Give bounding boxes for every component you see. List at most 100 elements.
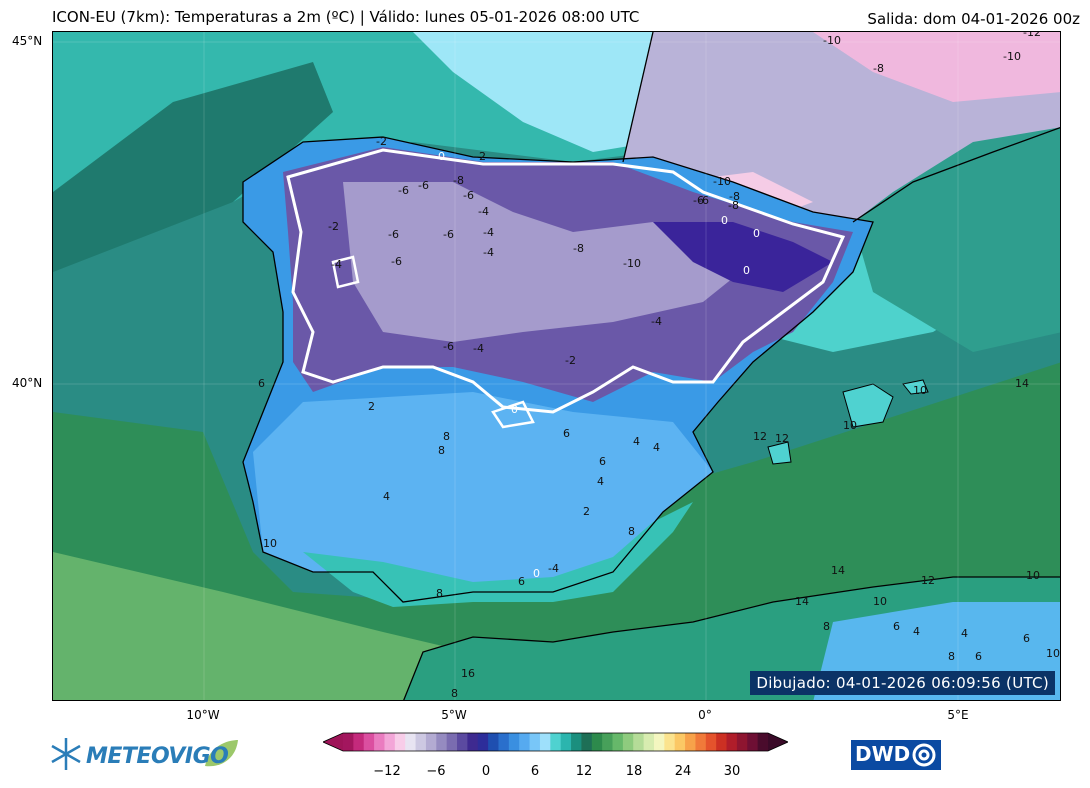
colorbar-cell [716,733,728,751]
contour-label: -4 [473,342,484,355]
colorbar-cells [323,732,788,752]
colorbar-cell [384,733,396,751]
contour-label: 10 [843,419,857,432]
zero-isotherm-pocket-nw [331,255,360,289]
contour-label: 4 [913,625,920,638]
colorbar-cell [560,733,572,751]
meteovigo-wordmark: METEOVIGO [86,744,229,769]
colorbar-cell [550,733,562,751]
contour-label: -4 [483,246,494,259]
colorbar-cell [757,733,769,751]
contour-label: 8 [438,444,445,457]
colorbar-cell [343,733,354,751]
model-run-label: Salida: dom 04-01-2026 00z [867,10,1080,28]
contour-label: 4 [597,475,604,488]
colorbar-extend-low [323,733,343,751]
colorbar-tick: 18 [625,764,643,779]
colorbar-cell [529,733,541,751]
contour-label: -4 [483,226,494,239]
contour-label: 10 [263,537,277,550]
colorbar-cell [747,733,759,751]
dwd-swirl-icon [912,743,936,767]
colorbar-cell [643,733,655,751]
france-coastline [622,32,654,163]
zero-isotherm [286,148,846,414]
colorbar-cell [363,733,375,751]
contour-label: -8 [573,242,584,255]
contour-label: -6 [463,189,474,202]
contour-label: 8 [823,620,830,633]
colorbar-cell [633,733,645,751]
temperature-map: -2 0 -2 -6 -6 -8 -6 -4 -4 -6 -6 -2 -4 -6 -8 -10 -6 -8 0 0 0-… [52,31,1061,701]
contour-label: -10 [713,175,731,188]
lat-label-45n: 45°N [12,34,43,48]
lon-label-5w: 5°W [441,708,467,722]
lat-label-40n: 40°N [12,376,43,390]
contour-label: 10 [1046,647,1060,660]
contour-label: 0 [743,264,750,277]
contour-label: 2 [583,505,590,518]
contour-label: 6 [563,427,570,440]
colorbar-cell [446,733,458,751]
contour-label: 16 [461,667,475,680]
contour-label: -6 [443,340,454,353]
contour-label: 0 [533,567,540,580]
contour-label: 4 [653,441,660,454]
contour-label: 6 [518,575,525,588]
contour-label: 4 [383,490,390,503]
contour-label: -2 [328,220,339,233]
colorbar [323,732,788,752]
colorbar-cell [425,733,437,751]
contour-label: 6 [1023,632,1030,645]
colorbar-cell [612,733,624,751]
contour-label: 0 [438,150,445,163]
island-menorca [902,379,929,395]
colorbar-cell [695,733,707,751]
colorbar-tick: −6 [426,764,446,779]
contour-label: 8 [443,430,450,443]
contour-label: -6 [388,228,399,241]
contour-label: 10 [913,384,927,397]
contour-label: 6 [258,377,265,390]
colorbar-tick: 6 [530,764,540,779]
iberia-coastline [242,136,874,603]
contour-label: 0 [753,227,760,240]
contour-label: 8 [628,525,635,538]
contour-label: 6 [893,620,900,633]
contour-label: 12 [753,430,767,443]
contour-label: 8 [451,687,458,700]
contour-label: 8 [948,650,955,663]
contour-label: -10 [623,257,641,270]
colorbar-cell [653,733,665,751]
contour-label: 8 [436,587,443,600]
lon-label-5e: 5°E [947,708,969,722]
colorbar-tick: 24 [674,764,692,779]
contour-label: 14 [831,564,845,577]
contour-label: -6 [443,228,454,241]
colorbar-cell [498,733,510,751]
contour-label: -4 [331,258,342,271]
lon-label-0: 0° [698,708,712,722]
snowflake-icon [51,738,81,770]
colorbar-cell [436,733,448,751]
contour-label: -12 [1023,32,1041,39]
colorbar-tick: −12 [373,764,401,779]
contour-label: -8 [728,199,739,212]
land-south-coast [303,502,693,607]
meteovigo-logo [51,738,238,770]
colorbar-cell [571,733,582,751]
colorbar-cell [405,733,417,751]
contour-label: 14 [1015,377,1029,390]
map-canvas: -20 -2-6 -6 -8-6-4-4-6 -6-2-4 -6-8-10-6 -8000-… [53,32,1060,700]
contour-label: -2 [475,150,486,163]
leaf-icon [205,740,238,767]
sea-cold-band [413,32,653,152]
dwd-wordmark: DWD [855,742,911,766]
contour-label: -4 [478,205,489,218]
contour-label: 6 [975,650,982,663]
colorbar-cell [736,733,748,751]
contour-label: 10 [873,595,887,608]
colorbar-cell [581,733,593,751]
land-alps-cold [813,32,1060,102]
africa-coastline [403,576,1060,700]
